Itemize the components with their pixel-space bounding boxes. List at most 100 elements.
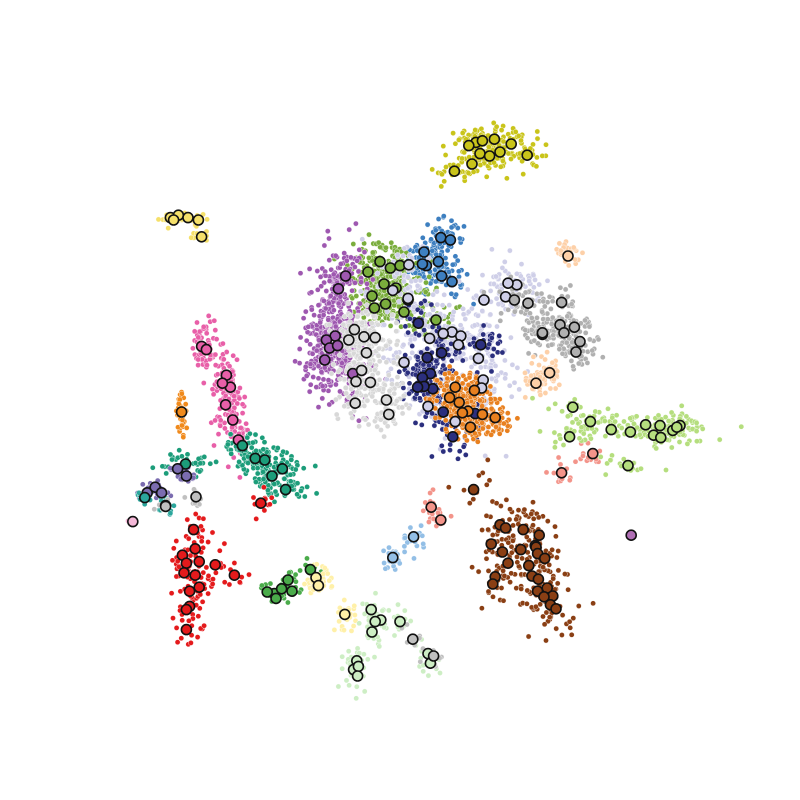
scatter-point [340, 321, 347, 328]
scatter-point [621, 418, 627, 425]
scatter-point [321, 242, 328, 249]
scatter-point [536, 281, 543, 288]
scatter-point [418, 309, 425, 316]
scatter-point [453, 370, 459, 377]
scatter-point [400, 341, 407, 348]
scatter-point [554, 554, 560, 561]
scatter-point [507, 247, 513, 254]
scatter-point [389, 312, 396, 318]
scatter-point [339, 360, 345, 367]
scatter-point [511, 379, 518, 386]
scatter-point [309, 350, 316, 357]
scatter-point [684, 441, 691, 447]
scatter-point [456, 273, 462, 280]
scatter-point [459, 155, 465, 162]
scatter-point [294, 491, 300, 498]
scatter-point [181, 494, 188, 501]
scatter-point [479, 272, 486, 278]
scatter-point [434, 301, 441, 308]
scatter-point [168, 590, 175, 597]
scatter-point [341, 403, 348, 410]
scatter-point [576, 603, 582, 609]
scatter-point [502, 375, 508, 382]
scatter-point [449, 375, 456, 382]
scatter-point [510, 538, 516, 544]
scatter-point [352, 612, 358, 618]
scatter-point [272, 488, 279, 495]
scatter-point [321, 565, 328, 571]
scatter-point [534, 128, 541, 135]
scatter-point [205, 590, 211, 597]
scatter-point [330, 361, 337, 368]
scatter-point [576, 360, 582, 367]
scatter-point [376, 643, 383, 650]
scatter-point [371, 367, 378, 373]
scatter-point [428, 301, 435, 308]
scatter-point [379, 607, 386, 614]
scatter-point [552, 439, 559, 445]
scatter-point [506, 382, 513, 389]
scatter-point [353, 220, 359, 227]
scatter-point [358, 279, 364, 285]
scatter-point [518, 309, 525, 315]
scatter-point [223, 349, 230, 355]
scatter-point [155, 216, 162, 223]
scatter-point [336, 352, 343, 358]
scatter-point [224, 441, 231, 448]
scatter-point [486, 477, 493, 484]
scatter-point [267, 580, 274, 587]
scatter-point [665, 418, 672, 424]
scatter-point [393, 328, 400, 335]
scatter-point [213, 336, 220, 342]
scatter-point [359, 236, 366, 242]
scatter-point [490, 346, 497, 352]
scatter-point [405, 329, 411, 336]
scatter-point [491, 281, 497, 287]
scatter-point [534, 154, 540, 161]
scatter-point [515, 133, 522, 139]
scatter-point [210, 576, 216, 582]
scatter-point [520, 171, 527, 177]
scatter-point [580, 430, 587, 437]
scatter-point [487, 383, 494, 390]
scatter-point [514, 559, 521, 566]
scatter-point [447, 441, 454, 448]
scatter-point [556, 381, 563, 388]
scatter-point [211, 442, 217, 449]
scatter-point [200, 515, 207, 522]
scatter-point [177, 588, 184, 595]
scatter-point [167, 510, 174, 517]
scatter-point [563, 339, 570, 346]
scatter-point [545, 406, 552, 412]
scatter-point [487, 288, 494, 294]
scatter-point [301, 493, 308, 500]
scatter-point [595, 336, 602, 343]
scatter-point [314, 268, 321, 274]
scatter-point [409, 349, 416, 356]
scatter-point [543, 609, 550, 616]
scatter-point [553, 625, 560, 632]
scatter-point [292, 571, 299, 578]
scatter-point [522, 289, 529, 296]
scatter-point [176, 447, 182, 454]
scatter-point [462, 433, 468, 440]
scatter-point [514, 554, 520, 560]
scatter-point [314, 286, 321, 293]
scatter-point [429, 166, 436, 173]
scatter-point [508, 570, 515, 577]
scatter-point [246, 571, 252, 578]
scatter-point [443, 426, 449, 433]
scatter-point [183, 425, 190, 431]
scatter-point [320, 376, 327, 383]
scatter-point [525, 350, 532, 357]
scatter-point [204, 216, 210, 223]
scatter-point [570, 363, 576, 370]
scatter-point [320, 312, 327, 318]
scatter-point [366, 255, 372, 261]
scatter-point [448, 217, 455, 224]
scatter-point [404, 285, 411, 292]
scatter-point [441, 387, 448, 393]
scatter-point [165, 225, 171, 231]
scatter-point [209, 386, 216, 393]
scatter-point [427, 490, 433, 496]
